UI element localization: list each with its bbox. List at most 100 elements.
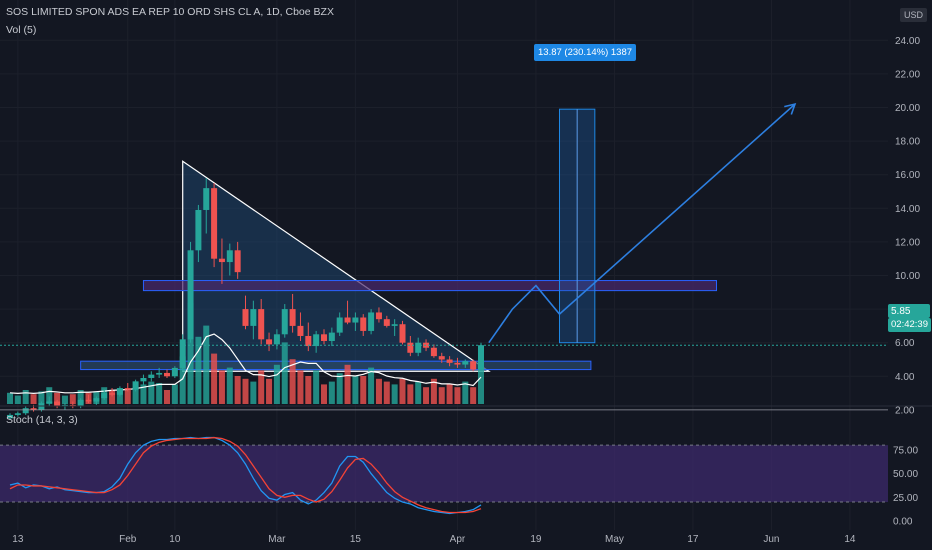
volume-bar [258,370,265,404]
candle-body [124,388,131,390]
price-axis[interactable]: 2.004.006.008.0010.0012.0014.0016.0018.0… [893,36,920,528]
volume-bar [336,373,343,404]
volume-bar [423,387,430,404]
projection-arrow[interactable] [488,103,797,344]
volume-bar [368,367,375,404]
pattern-drawings[interactable] [80,108,717,372]
volume-bar [250,381,257,404]
stoch-tick-label: 0.00 [893,517,913,528]
candle-body [218,258,225,263]
candle-body [250,309,257,326]
candle-body [85,399,92,402]
volume-bars [7,303,484,404]
candle-body [430,347,437,357]
candle-body [109,393,116,395]
candle-body [211,188,218,259]
stoch-overbought-oversold-zone [0,444,888,503]
volume-bar [218,370,225,404]
volume-bar [164,390,170,404]
time-tick-label: 17 [687,534,699,545]
candle-body [38,403,45,410]
time-axis[interactable]: 13 Feb 10 Mar 15 Apr 19 May 17 Jun 14 [12,534,856,545]
candle-body [77,399,84,407]
volume-legend: Vol (5) [6,24,37,36]
candle-body [470,361,477,370]
volume-bar [124,390,131,404]
volume-bar [69,394,76,404]
volume-bar [313,370,320,404]
stoch-tick-label: 50.00 [893,469,918,480]
candle-body [116,388,123,395]
bar-countdown: 02:42:39 [888,318,931,332]
candle-body [156,372,163,375]
candle-body [352,317,359,323]
stoch-k-line [9,436,482,515]
candle-body [226,250,233,263]
volume-bar [46,387,53,404]
candle-body [187,250,194,340]
stoch-band-fill [0,445,888,503]
candle-body [195,209,202,251]
volume-bar [344,364,351,404]
price-tick-label: 22.00 [895,69,920,80]
volume-bar [375,378,382,404]
price-tick-label: 10.00 [895,271,920,282]
last-price-tag: 5.85 [888,304,930,318]
candle-body [368,312,375,331]
candle-body [46,401,53,404]
time-tick-label: Jun [763,534,779,545]
time-tick-label: 13 [12,534,24,545]
price-tick-label: 2.00 [895,405,915,416]
reference-lines [0,344,888,411]
volume-bar [462,381,469,404]
volume-bar [470,387,477,404]
price-tick-label: 12.00 [895,237,920,248]
volume-bar [211,353,218,404]
candle-body [101,393,108,399]
volume-bar [148,381,155,404]
candlesticks [7,178,484,420]
volume-bar [203,325,210,404]
time-tick-label: Mar [268,534,286,545]
candle-body [328,332,335,342]
volume-bar [273,364,280,404]
candle-body [305,335,312,347]
candle-body [407,342,414,353]
price-tick-label: 18.00 [895,137,920,148]
volume-bar [266,378,273,404]
candle-body [148,374,155,378]
candle-body [313,334,320,347]
volume-bar [305,376,312,404]
candle-body [179,339,186,368]
symbol-title: SOS LIMITED SPON ADS EA REP 10 ORD SHS C… [6,6,334,18]
time-tick-label: Feb [119,534,137,545]
candle-body [423,342,430,348]
volume-bar [77,390,84,404]
currency-label[interactable]: USD [900,8,928,22]
candle-body [297,325,304,336]
volume-bar [226,367,233,404]
volume-bar [321,384,327,404]
volume-bar [242,378,249,404]
stoch-d-line [9,436,482,514]
candle-body [375,312,382,320]
candle-body [454,362,461,365]
candle-body [383,319,390,326]
volume-bar [140,384,147,404]
volume-bar [352,376,359,404]
price-tick-label: 16.00 [895,170,920,181]
price-tick-label: 20.00 [895,103,920,114]
volume-bar [132,387,139,404]
candle-body [203,188,210,210]
measure-label[interactable]: 13.87 (230.14%) 1387 [534,44,637,61]
price-tick-label: 6.00 [895,338,915,349]
volume-bar [297,370,304,404]
candle-body [171,367,178,377]
candle-body [14,413,21,415]
volume-bar [289,359,296,404]
price-tick-label: 24.00 [895,36,920,47]
volume-bar [179,356,186,404]
resistance-zone [142,280,717,292]
volume-bar [438,387,445,404]
